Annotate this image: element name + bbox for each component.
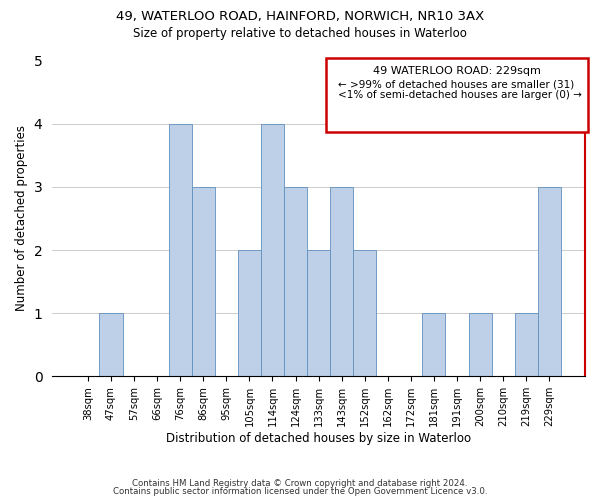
Text: 49, WATERLOO ROAD, HAINFORD, NORWICH, NR10 3AX: 49, WATERLOO ROAD, HAINFORD, NORWICH, NR… <box>116 10 484 23</box>
X-axis label: Distribution of detached houses by size in Waterloo: Distribution of detached houses by size … <box>166 432 471 445</box>
Bar <box>469 313 491 376</box>
Bar <box>538 187 561 376</box>
Bar <box>169 124 192 376</box>
Y-axis label: Number of detached properties: Number of detached properties <box>15 126 28 312</box>
Text: 49 WATERLOO ROAD: 229sqm: 49 WATERLOO ROAD: 229sqm <box>373 66 541 76</box>
Bar <box>192 187 215 376</box>
Bar <box>422 313 445 376</box>
Bar <box>261 124 284 376</box>
Text: Contains public sector information licensed under the Open Government Licence v3: Contains public sector information licen… <box>113 487 487 496</box>
Bar <box>330 187 353 376</box>
Bar <box>307 250 330 376</box>
Text: Contains HM Land Registry data © Crown copyright and database right 2024.: Contains HM Land Registry data © Crown c… <box>132 478 468 488</box>
Text: <1% of semi-detached houses are larger (0) →: <1% of semi-detached houses are larger (… <box>338 90 582 100</box>
Bar <box>100 313 122 376</box>
Bar <box>284 187 307 376</box>
Bar <box>353 250 376 376</box>
Text: ← >99% of detached houses are smaller (31): ← >99% of detached houses are smaller (3… <box>338 80 574 90</box>
Bar <box>238 250 261 376</box>
Text: Size of property relative to detached houses in Waterloo: Size of property relative to detached ho… <box>133 28 467 40</box>
Bar <box>515 313 538 376</box>
